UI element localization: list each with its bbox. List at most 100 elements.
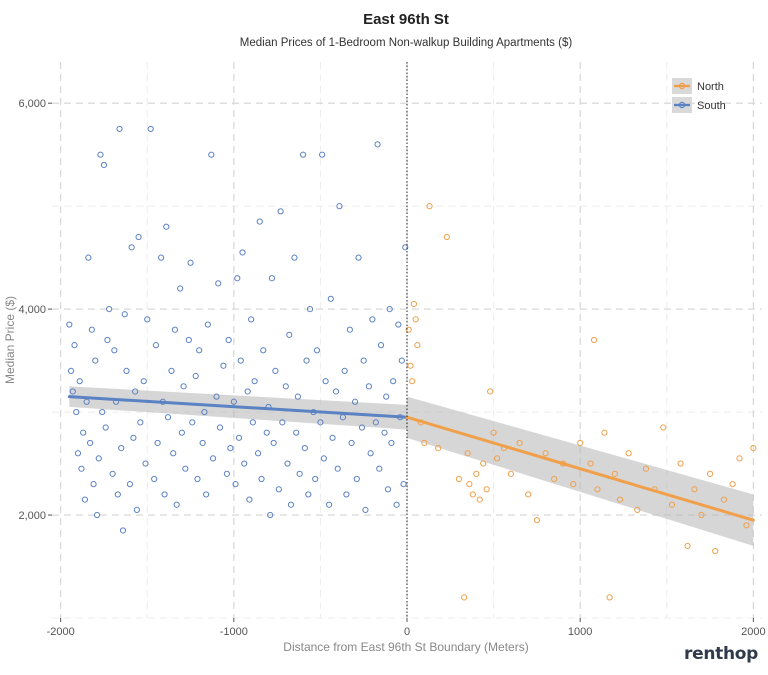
data-point-south — [256, 218, 263, 225]
data-point-south — [216, 424, 224, 431]
data-point-south — [71, 342, 78, 349]
data-point-south — [263, 429, 270, 436]
data-point-north — [698, 511, 705, 519]
data-point-south — [230, 398, 237, 405]
data-point-north — [483, 486, 490, 493]
data-point-north — [507, 470, 515, 477]
data-point-south — [223, 470, 231, 477]
data-point-south — [189, 419, 196, 426]
data-point-north — [570, 481, 577, 488]
data-point-south — [116, 125, 123, 133]
data-point-north — [616, 496, 624, 503]
data-point-north — [480, 460, 487, 467]
data-point-south — [76, 378, 83, 385]
data-point-south — [187, 259, 194, 266]
data-point-south — [177, 285, 184, 292]
data-point-north — [712, 547, 719, 555]
data-point-south — [374, 141, 381, 148]
data-point-south — [367, 450, 374, 457]
data-point-south — [287, 501, 295, 508]
data-point-south — [293, 429, 300, 436]
data-point-north — [660, 424, 667, 431]
data-point-north — [469, 491, 476, 498]
data-point-south — [260, 347, 267, 354]
data-point-north — [426, 203, 433, 210]
data-point-south — [246, 496, 253, 503]
data-point-south — [299, 151, 307, 158]
data-point-north — [587, 460, 594, 467]
data-point-south — [305, 491, 312, 498]
data-point-south — [388, 439, 395, 447]
data-point-north — [590, 336, 598, 344]
data-point-south — [301, 445, 308, 452]
data-point-south — [348, 439, 355, 447]
data-point-south — [154, 439, 161, 447]
data-point-south — [152, 342, 160, 349]
data-point-south — [97, 151, 104, 158]
data-point-north — [577, 439, 584, 447]
y-tick-label: 4,000 — [18, 304, 46, 316]
data-point-north — [551, 475, 558, 483]
data-point-south — [147, 125, 154, 133]
data-point-south — [317, 419, 324, 426]
legend-label-north: North — [697, 81, 724, 93]
data-point-south — [353, 475, 360, 483]
data-point-south — [85, 254, 92, 261]
trend-line-north — [405, 415, 755, 522]
data-point-south — [180, 383, 187, 390]
data-point-north — [410, 300, 418, 308]
data-point-south — [358, 424, 366, 431]
data-point-south — [277, 208, 284, 215]
data-point-south — [272, 367, 279, 374]
data-point-south — [203, 491, 210, 498]
data-point-south — [185, 336, 192, 344]
data-point-south — [376, 465, 383, 472]
data-point-south — [95, 455, 102, 462]
data-point-south — [215, 280, 222, 287]
trend-lines — [67, 62, 755, 618]
y-tick-label: 6,000 — [18, 98, 46, 110]
data-point-south — [384, 486, 392, 493]
data-point-north — [476, 496, 483, 503]
data-point-south — [119, 527, 127, 534]
data-point-south — [66, 321, 73, 328]
data-point-south — [173, 501, 180, 508]
data-point-south — [130, 434, 137, 441]
data-point-south — [196, 347, 203, 354]
data-point-south — [362, 506, 369, 513]
data-point-north — [407, 362, 414, 369]
data-point-south — [235, 434, 243, 441]
data-point-north — [473, 470, 480, 477]
data-point-north — [606, 594, 613, 601]
data-point-north — [443, 233, 450, 241]
data-point-south — [249, 419, 256, 426]
data-point-south — [369, 316, 376, 323]
legend-swatch-point — [678, 101, 686, 109]
data-point-north — [409, 378, 416, 385]
data-point-north — [516, 439, 523, 447]
y-tick-label: 2,000 — [18, 510, 46, 522]
data-point-south — [111, 347, 118, 354]
data-point-south — [258, 475, 265, 483]
data-point-south — [312, 475, 319, 483]
data-point-south — [118, 445, 125, 452]
data-point-south — [306, 306, 314, 313]
data-point-south — [402, 244, 409, 251]
data-point-south — [178, 429, 185, 436]
data-point-south — [109, 470, 116, 477]
data-point-south — [372, 419, 379, 426]
data-point-south — [251, 378, 258, 385]
x-tick-label: 0 — [404, 626, 410, 638]
data-point-south — [137, 419, 144, 426]
data-point-south — [351, 398, 359, 405]
data-point-south — [106, 306, 113, 313]
data-point-north — [405, 326, 412, 333]
data-point-north — [677, 460, 684, 467]
data-point-south — [286, 331, 293, 338]
chart-subtitle: Median Prices of 1-Bedroom Non-walkup Bu… — [240, 37, 573, 49]
data-point-south — [182, 465, 189, 472]
legend: North South — [672, 78, 726, 113]
data-point-north — [743, 522, 750, 529]
data-point-north — [720, 496, 728, 503]
